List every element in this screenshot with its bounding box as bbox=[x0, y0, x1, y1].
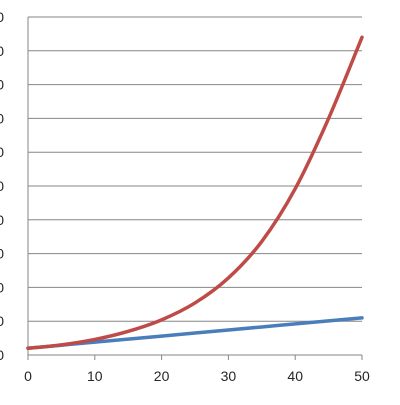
series-lines bbox=[26, 35, 364, 350]
y-tick-label: 0 bbox=[0, 347, 4, 363]
y-tick-label: 0 bbox=[0, 144, 4, 160]
x-tick-label: 40 bbox=[287, 368, 303, 384]
y-tick-label: 0 bbox=[0, 212, 4, 228]
x-tick-label: 10 bbox=[87, 368, 103, 384]
y-tick-label: 0 bbox=[0, 178, 4, 194]
axes bbox=[27, 17, 363, 360]
x-tick-label: 0 bbox=[24, 368, 32, 384]
y-tick-labels: 0 0 0 0 0 0 0 0 0 0 0 bbox=[0, 9, 4, 363]
x-tick-label: 20 bbox=[154, 368, 170, 384]
y-tick-label: 0 bbox=[0, 313, 4, 329]
x-tick-labels: 0 10 20 30 40 50 bbox=[24, 368, 370, 384]
y-tick-label: 0 bbox=[0, 77, 4, 93]
gridlines bbox=[28, 16, 362, 322]
y-tick-label: 0 bbox=[0, 279, 4, 295]
y-tick-label: 0 bbox=[0, 246, 4, 262]
y-tick-label: 0 bbox=[0, 9, 4, 25]
y-tick-label: 0 bbox=[0, 110, 4, 126]
x-tick-label: 30 bbox=[221, 368, 237, 384]
series-line-red bbox=[26, 35, 364, 350]
x-tick-label: 50 bbox=[354, 368, 370, 384]
y-tick-label: 0 bbox=[0, 43, 4, 59]
